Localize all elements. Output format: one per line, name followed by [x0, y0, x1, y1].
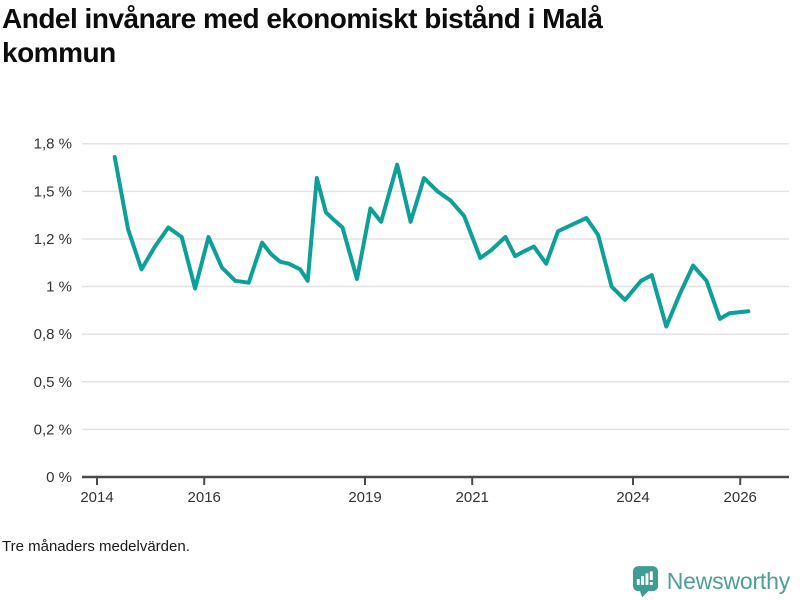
y-tick-label: 1 %: [46, 279, 72, 296]
data-line: [112, 155, 751, 329]
logo-bar-tall: [645, 572, 649, 585]
chart-footnote: Tre månaders medelvärden.: [2, 538, 190, 555]
logo-exclamation-stem: [649, 570, 653, 580]
x-tick-label: 2016: [188, 489, 221, 506]
y-tick-label: 0,5 %: [34, 374, 72, 391]
newsworthy-logo-icon: [632, 565, 658, 597]
y-tick-label: 1,2 %: [34, 231, 72, 248]
x-tick-label: 2024: [616, 489, 649, 506]
y-tick-label: 0,2 %: [34, 421, 72, 438]
x-tick-label: 2019: [348, 489, 381, 506]
x-tick-label: 2014: [80, 489, 113, 506]
y-tick-label: 1,8 %: [34, 136, 72, 153]
y-tick-label: 0 %: [46, 469, 72, 486]
logo-exclamation-dot: [649, 581, 653, 585]
x-tick-label: 2021: [456, 489, 489, 506]
newsworthy-wordmark: Newsworthy: [666, 567, 790, 594]
y-tick-label: 1,5 %: [34, 183, 72, 200]
logo-bar-short: [636, 578, 640, 585]
newsworthy-brand-link[interactable]: Newsworthy: [632, 563, 790, 599]
logo-bar-medium: [640, 575, 644, 585]
x-tick-label: 2026: [724, 489, 757, 506]
chart-title: Andel invånare med ekonomiskt bistånd i …: [2, 3, 603, 68]
y-tick-label: 0,8 %: [34, 326, 72, 343]
